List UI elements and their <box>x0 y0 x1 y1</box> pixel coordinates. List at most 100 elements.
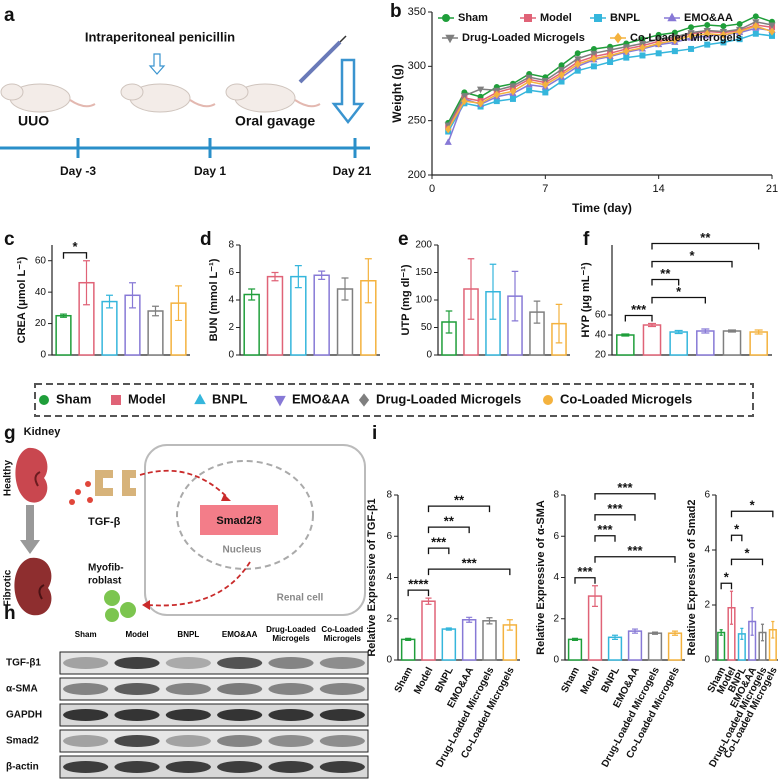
significance-label: * <box>72 239 78 254</box>
y-tick-label: 0 <box>228 350 234 361</box>
y-axis-label: HYP (μg mL⁻¹) <box>580 262 592 338</box>
error-bar <box>60 313 67 318</box>
blot-band <box>165 761 211 773</box>
y-axis-label: Weight (g) <box>390 64 404 122</box>
error-bar <box>621 333 630 337</box>
data-point <box>752 13 759 20</box>
bar <box>482 620 497 661</box>
blot-column-header: EMO&AA <box>222 630 258 639</box>
data-point <box>687 31 695 40</box>
y-tick-label: 4 <box>386 572 392 583</box>
legend-marker <box>194 393 206 405</box>
significance-bracket <box>62 252 88 259</box>
data-point <box>752 30 759 37</box>
significance-label: *** <box>617 480 633 495</box>
significance-label: ** <box>444 514 455 529</box>
panel-label: f <box>583 229 590 250</box>
data-point <box>574 67 581 74</box>
blot-band <box>217 657 263 669</box>
y-tick-label: 4 <box>553 572 559 583</box>
bar <box>717 631 726 661</box>
significance-bracket <box>594 514 636 521</box>
error-bar <box>719 629 723 636</box>
blot-band <box>217 735 263 747</box>
y-axis-label: Relative Expressive of TGF-β1 <box>366 498 378 656</box>
error-bar <box>771 620 775 639</box>
y-tick-label: 60 <box>595 310 607 321</box>
data-point <box>768 27 776 36</box>
bar <box>290 275 307 356</box>
blot-row-label: TGF-β1 <box>6 658 41 669</box>
significance-label: *** <box>462 556 478 571</box>
legend-label: EMO&AA <box>292 391 350 406</box>
legend-label: Co-Loaded Microgels <box>560 391 692 406</box>
error-bar <box>652 631 658 635</box>
pathway-art <box>14 444 366 622</box>
data-point <box>768 22 776 30</box>
error-bar <box>672 630 678 636</box>
blot-band <box>63 657 109 669</box>
data-point <box>558 70 565 80</box>
error-bar <box>592 585 598 607</box>
significance-label: *** <box>631 302 647 317</box>
error-bar <box>248 288 256 301</box>
data-point <box>542 89 549 96</box>
bar <box>616 334 635 356</box>
error-bar <box>506 619 513 631</box>
significance-bracket <box>730 510 774 518</box>
significance-label: * <box>734 522 740 537</box>
blot-band <box>319 735 365 747</box>
bar <box>147 310 164 356</box>
legend-label: Sham <box>458 12 488 24</box>
significance-bracket <box>720 582 733 590</box>
data-point <box>526 87 533 94</box>
data-point <box>704 41 711 48</box>
significance-label: *** <box>607 501 623 516</box>
blot-row-label: Smad2 <box>6 736 39 747</box>
significance-label: *** <box>627 543 643 558</box>
y-axis-label: Relative Expressive of Smad2 <box>686 500 698 656</box>
blot-band <box>217 709 263 721</box>
blot-band <box>217 683 263 695</box>
x-tick-label: Model <box>579 665 602 696</box>
data-point <box>509 87 517 96</box>
legend-label: Co-Loaded Microgels <box>630 32 742 44</box>
panel-label: i <box>372 423 377 444</box>
bar <box>669 331 688 356</box>
blot-band <box>114 735 160 747</box>
error-bar <box>405 637 412 642</box>
data-point <box>623 47 630 56</box>
fibrotic-label: Fibrotic <box>3 569 14 606</box>
error-bar <box>466 616 473 623</box>
target-label: Smad2/3 <box>216 515 261 527</box>
myofibroblast-label: roblast <box>88 576 122 587</box>
significance-bracket <box>594 493 656 500</box>
error-bar <box>648 322 656 328</box>
error-bar <box>175 285 182 322</box>
y-tick-label: 0 <box>386 655 392 666</box>
legend-marker <box>111 395 121 405</box>
error-bar <box>555 303 563 344</box>
blot-column-label: BNPL <box>177 629 200 639</box>
blot-band <box>319 657 365 669</box>
y-tick-label: 300 <box>408 60 426 72</box>
y-tick-label: 150 <box>415 267 432 278</box>
y-tick-label: 6 <box>704 490 710 501</box>
data-point <box>574 60 581 69</box>
data-point <box>720 30 727 39</box>
panel-label: c <box>4 229 15 250</box>
blot-band <box>63 683 109 695</box>
blot-column-label: Co-Loaded Microgels <box>321 625 364 643</box>
legend-label: Model <box>540 12 572 24</box>
blot-band <box>268 735 314 747</box>
significance-bracket <box>651 260 733 268</box>
data-point <box>509 95 516 102</box>
data-point <box>606 47 614 55</box>
data-point <box>558 78 565 85</box>
bar <box>627 630 643 661</box>
legend-label: Model <box>128 391 166 406</box>
significance-label: **** <box>408 577 429 592</box>
error-bar <box>294 265 302 289</box>
data-point <box>720 39 727 46</box>
day-label: Day -3 <box>60 164 96 178</box>
